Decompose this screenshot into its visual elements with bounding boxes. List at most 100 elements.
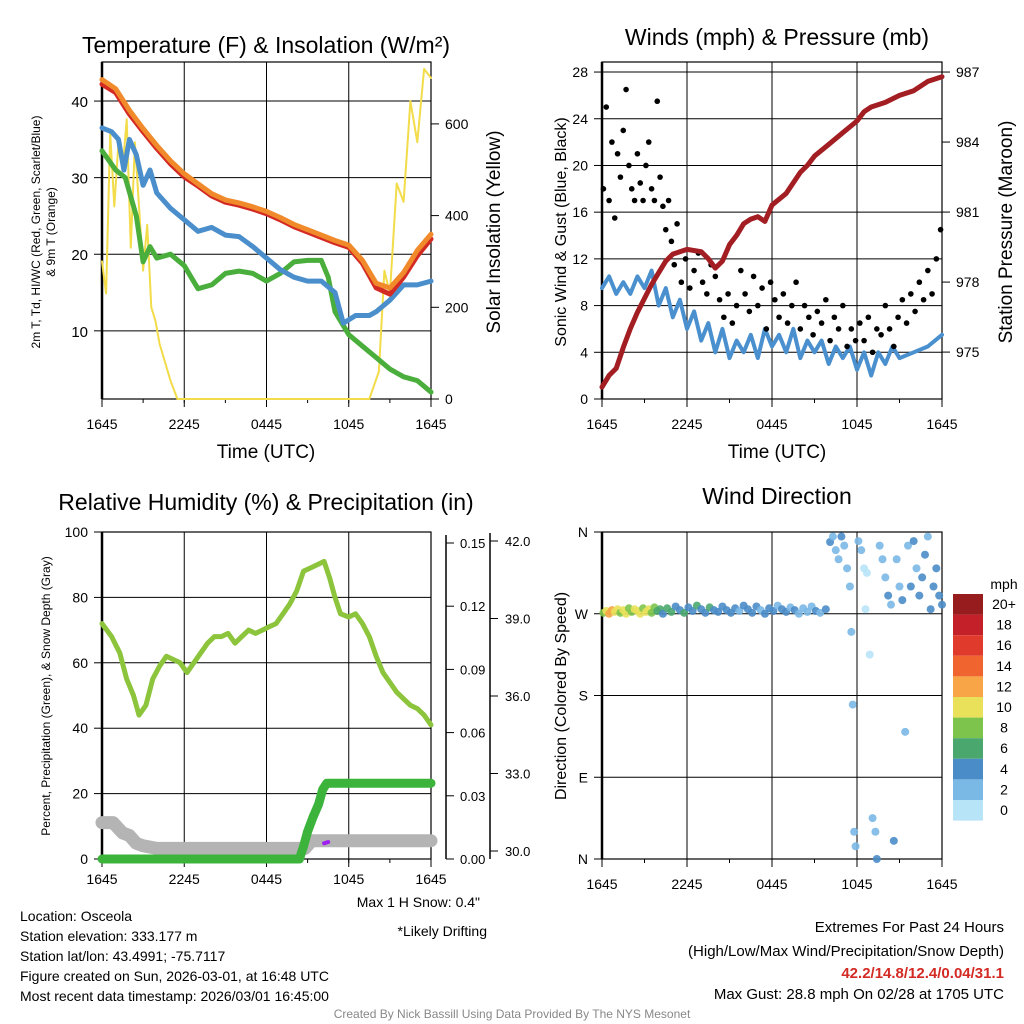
colorbar-swatch xyxy=(953,758,983,780)
colorbar-label: 20+ xyxy=(992,596,1016,612)
gust-point xyxy=(704,291,710,297)
direction-point xyxy=(909,537,918,546)
gust-point xyxy=(691,267,697,274)
y2-tick-label: 987 xyxy=(956,64,980,80)
precip-tick-label: 0.12 xyxy=(460,599,485,614)
max-snow-annotation: Max 1 H Snow: 0.4" xyxy=(357,894,480,910)
gust-point xyxy=(933,256,940,262)
gust-point xyxy=(654,98,661,105)
gust-point xyxy=(645,139,652,145)
gust-point xyxy=(640,197,646,204)
direction-point xyxy=(929,582,938,591)
chart-title: Temperature (F) & Insolation (W/m²) xyxy=(82,32,450,58)
y-tick-label: 8 xyxy=(580,298,588,314)
x-axis-label: Time (UTC) xyxy=(728,442,827,463)
created: Figure created on Sun, 2026-03-01, at 16… xyxy=(20,968,329,984)
y2-tick-label: 981 xyxy=(956,204,980,220)
credit: Created By Nick Bassill Using Data Provi… xyxy=(333,1007,691,1021)
gust-point xyxy=(662,226,669,233)
gust-point xyxy=(784,320,791,326)
y-tick-label: E xyxy=(579,769,588,785)
y-tick-label: 60 xyxy=(72,655,88,671)
gust-point xyxy=(725,291,731,297)
gust-point xyxy=(776,314,782,321)
direction-point xyxy=(658,609,667,618)
max-gust: Max Gust: 28.8 mph On 02/28 at 1705 UTC xyxy=(713,986,1004,1003)
direction-point xyxy=(918,573,927,582)
gust-point xyxy=(895,314,901,321)
x-tick-label: 1045 xyxy=(333,871,364,887)
y-tick-label: 20 xyxy=(72,786,88,802)
gust-point xyxy=(682,256,689,262)
x-tick-label: 0445 xyxy=(756,876,787,892)
colorbar-swatch xyxy=(953,594,983,615)
direction-point xyxy=(904,541,912,550)
colorbar-label: 12 xyxy=(996,678,1012,694)
gust-point xyxy=(643,162,649,169)
gust-point xyxy=(742,291,748,297)
gust-point xyxy=(606,197,612,204)
y-axis-label: Direction (Colored By Speed) xyxy=(553,592,570,800)
gust-point xyxy=(763,326,770,332)
direction-point xyxy=(821,605,830,614)
direction-point xyxy=(915,591,924,600)
direction-point xyxy=(667,607,676,616)
gust-point xyxy=(614,150,621,157)
recent-timestamp: Most recent data timestamp: 2026/03/01 1… xyxy=(20,988,329,1004)
extremes-title: Extremes For Past 24 Hours xyxy=(814,919,1004,936)
gust-point xyxy=(916,279,923,286)
direction-point xyxy=(748,608,757,617)
gust-point xyxy=(671,261,678,268)
direction-point xyxy=(887,600,895,609)
gust-point xyxy=(699,279,706,286)
direction-point xyxy=(828,532,837,541)
direction-point xyxy=(912,564,921,573)
gust-point xyxy=(874,326,880,332)
y-tick-label: 12 xyxy=(572,251,588,267)
x-tick-label: 2245 xyxy=(671,876,702,892)
y2-tick-label: 975 xyxy=(956,344,980,360)
gust-point xyxy=(869,349,876,356)
gust-point xyxy=(721,314,727,321)
gust-point xyxy=(600,186,607,192)
gust-point xyxy=(678,279,685,286)
gust-point xyxy=(609,139,615,145)
gust-point xyxy=(780,291,787,297)
gust-point xyxy=(674,221,680,227)
x-tick-label: 2245 xyxy=(169,416,200,432)
x-tick-label: 1645 xyxy=(586,416,617,432)
gust-point xyxy=(712,273,719,280)
direction-point xyxy=(898,596,907,605)
precip-tick-label: 0.00 xyxy=(460,852,485,867)
direction-point xyxy=(851,842,860,851)
gust-point xyxy=(861,337,867,344)
y-tick-label: 16 xyxy=(572,204,588,220)
x-tick-label: 1645 xyxy=(415,871,446,887)
x-tick-label: 1645 xyxy=(415,416,446,432)
gust-point xyxy=(733,302,740,309)
y-axis-label: Percent, Precipitation (Green), & Snow D… xyxy=(39,556,53,835)
gust-point xyxy=(818,320,825,326)
colorbar-swatch xyxy=(953,614,983,636)
x-tick-label: 1645 xyxy=(926,416,957,432)
series-td xyxy=(99,148,434,395)
x-tick-label: 0445 xyxy=(251,871,282,887)
snow-tick-label: 39.0 xyxy=(505,612,530,627)
gust-point xyxy=(626,162,632,169)
colorbar-swatch xyxy=(953,779,983,800)
series-precipitation xyxy=(97,778,436,864)
x-tick-label: 0445 xyxy=(756,416,787,432)
direction-point xyxy=(847,627,856,636)
colorbar-label: 16 xyxy=(996,637,1012,653)
y-tick-label: 40 xyxy=(71,94,88,111)
direction-point xyxy=(857,546,866,555)
gust-point xyxy=(687,285,693,291)
drifting-annotation: *Likely Drifting xyxy=(398,923,487,939)
y-tick-label: 30 xyxy=(71,171,88,188)
colorbar-label: 8 xyxy=(1000,720,1008,736)
gust-point xyxy=(668,238,675,245)
extremes-values: 42.2/14.8/12.4/0.04/31.1 xyxy=(841,965,1004,982)
gust-point xyxy=(759,285,765,291)
direction-point xyxy=(889,836,898,845)
gust-point xyxy=(823,296,829,303)
